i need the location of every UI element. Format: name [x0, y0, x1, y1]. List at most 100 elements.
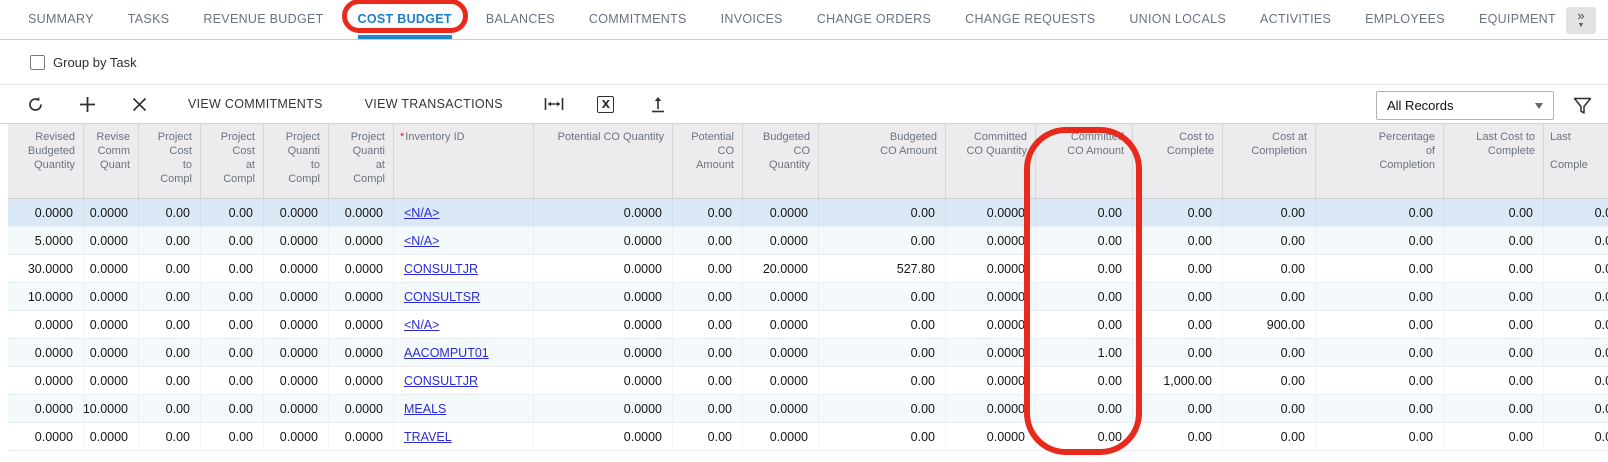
- column-header-committed-co-amount[interactable]: Committed CO Amount: [1036, 124, 1133, 198]
- cell-revised-budgeted-quantity[interactable]: 0.0000: [8, 367, 84, 394]
- cell-cost-to-complete[interactable]: 0.00: [1133, 227, 1223, 254]
- cell-last-completion[interactable]: 0.00: [1544, 423, 1608, 450]
- cell-project-quantity-at-completion[interactable]: 0.0000: [329, 283, 394, 310]
- cell-potential-co-quantity[interactable]: 0.0000: [534, 311, 673, 338]
- cell-percentage-of-completion[interactable]: 0.00: [1316, 283, 1444, 310]
- cell-project-quantity-to-complete[interactable]: 0.0000: [264, 283, 329, 310]
- cell-inventory-id[interactable]: CONSULTJR: [394, 367, 534, 394]
- column-header-potential-co-amount[interactable]: Potential CO Amount: [673, 124, 743, 198]
- cell-percentage-of-completion[interactable]: 0.00: [1316, 227, 1444, 254]
- cell-committed-co-amount[interactable]: 0.00: [1036, 199, 1133, 226]
- cell-last-completion[interactable]: 0.00: [1544, 255, 1608, 282]
- cell-budgeted-co-amount[interactable]: 527.80: [819, 255, 946, 282]
- cell-potential-co-amount[interactable]: 0.00: [673, 339, 743, 366]
- cell-potential-co-amount[interactable]: 0.00: [673, 311, 743, 338]
- cell-project-quantity-to-complete[interactable]: 0.0000: [264, 199, 329, 226]
- cell-project-cost-to-complete[interactable]: 0.00: [139, 423, 201, 450]
- cell-potential-co-amount[interactable]: 0.00: [673, 367, 743, 394]
- column-header-revised-committed-quantity[interactable]: Revise Comm Quant: [84, 124, 139, 198]
- cell-project-quantity-to-complete[interactable]: 0.0000: [264, 339, 329, 366]
- cell-cost-to-complete[interactable]: 1,000.00: [1133, 367, 1223, 394]
- column-header-project-cost-at-completion[interactable]: Project Cost at Compl: [201, 124, 264, 198]
- cell-project-cost-to-complete[interactable]: 0.00: [139, 311, 201, 338]
- fit-to-width-button[interactable]: [537, 90, 571, 118]
- cell-cost-at-completion[interactable]: 0.00: [1223, 367, 1316, 394]
- cell-budgeted-co-quantity[interactable]: 0.0000: [743, 283, 819, 310]
- cell-percentage-of-completion[interactable]: 0.00: [1316, 423, 1444, 450]
- grid-row-6[interactable]: 0.00000.00000.000.000.00000.0000AACOMPUT…: [8, 339, 1608, 367]
- export-button[interactable]: [641, 90, 675, 118]
- column-header-percentage-of-completion[interactable]: Percentage of Completion: [1316, 124, 1444, 198]
- tab-commitments[interactable]: COMMITMENTS: [589, 0, 687, 39]
- tab-revenue-budget[interactable]: REVENUE BUDGET: [203, 0, 323, 39]
- cell-last-completion[interactable]: 0.00: [1544, 367, 1608, 394]
- column-header-budgeted-co-quantity[interactable]: Budgeted CO Quantity: [743, 124, 819, 198]
- cell-revised-budgeted-quantity[interactable]: 0.0000: [8, 339, 84, 366]
- cell-cost-at-completion[interactable]: 0.00: [1223, 395, 1316, 422]
- cell-potential-co-quantity[interactable]: 0.0000: [534, 227, 673, 254]
- cell-project-quantity-at-completion[interactable]: 0.0000: [329, 199, 394, 226]
- cell-last-cost-to-complete[interactable]: 0.00: [1444, 311, 1544, 338]
- tab-tasks[interactable]: TASKS: [128, 0, 170, 39]
- cell-project-cost-at-completion[interactable]: 0.00: [201, 227, 264, 254]
- filter-settings-button[interactable]: [1570, 95, 1594, 117]
- cell-revised-committed-quantity[interactable]: 0.0000: [84, 311, 139, 338]
- cell-last-completion[interactable]: 0.00: [1544, 283, 1608, 310]
- cell-percentage-of-completion[interactable]: 0.00: [1316, 395, 1444, 422]
- inventory-id-link[interactable]: <N/A>: [404, 206, 439, 220]
- column-header-last-cost-to-complete[interactable]: Last Cost to Complete: [1444, 124, 1544, 198]
- cell-committed-co-amount[interactable]: 0.00: [1036, 367, 1133, 394]
- cell-cost-to-complete[interactable]: 0.00: [1133, 395, 1223, 422]
- delete-row-button[interactable]: [122, 90, 156, 118]
- cell-committed-co-amount[interactable]: 0.00: [1036, 283, 1133, 310]
- tab-balances[interactable]: BALANCES: [486, 0, 555, 39]
- cell-potential-co-amount[interactable]: 0.00: [673, 423, 743, 450]
- cell-budgeted-co-amount[interactable]: 0.00: [819, 227, 946, 254]
- cell-potential-co-quantity[interactable]: 0.0000: [534, 199, 673, 226]
- cell-committed-co-amount[interactable]: 0.00: [1036, 423, 1133, 450]
- tab-invoices[interactable]: INVOICES: [721, 0, 783, 39]
- cell-project-cost-at-completion[interactable]: 0.00: [201, 311, 264, 338]
- cell-potential-co-quantity[interactable]: 0.0000: [534, 283, 673, 310]
- inventory-id-link[interactable]: AACOMPUT01: [404, 346, 489, 360]
- cell-committed-co-quantity[interactable]: 0.0000: [946, 311, 1036, 338]
- cell-budgeted-co-quantity[interactable]: 0.0000: [743, 423, 819, 450]
- cell-cost-at-completion[interactable]: 0.00: [1223, 283, 1316, 310]
- cell-revised-budgeted-quantity[interactable]: 0.0000: [8, 423, 84, 450]
- inventory-id-link[interactable]: <N/A>: [404, 318, 439, 332]
- cell-budgeted-co-amount[interactable]: 0.00: [819, 395, 946, 422]
- cell-project-cost-to-complete[interactable]: 0.00: [139, 227, 201, 254]
- cell-budgeted-co-quantity[interactable]: 0.0000: [743, 395, 819, 422]
- cell-budgeted-co-amount[interactable]: 0.00: [819, 199, 946, 226]
- cell-last-completion[interactable]: 0.00: [1544, 199, 1608, 226]
- cell-project-cost-to-complete[interactable]: 0.00: [139, 199, 201, 226]
- cell-potential-co-quantity[interactable]: 0.0000: [534, 423, 673, 450]
- cell-committed-co-quantity[interactable]: 0.0000: [946, 255, 1036, 282]
- column-header-project-quantity-at-completion[interactable]: Project Quanti at Compl: [329, 124, 394, 198]
- grid-row-1[interactable]: 0.00000.00000.000.000.00000.0000<N/A>0.0…: [8, 199, 1608, 227]
- cell-potential-co-quantity[interactable]: 0.0000: [534, 255, 673, 282]
- cell-budgeted-co-quantity[interactable]: 0.0000: [743, 339, 819, 366]
- cell-committed-co-amount[interactable]: 1.00: [1036, 339, 1133, 366]
- column-header-project-quantity-to-complete[interactable]: Project Quanti to Compl: [264, 124, 329, 198]
- cell-inventory-id[interactable]: MEALS: [394, 395, 534, 422]
- tab-cost-budget[interactable]: COST BUDGET: [358, 0, 452, 39]
- tab-employees[interactable]: EMPLOYEES: [1365, 0, 1445, 39]
- column-header-inventory-id[interactable]: *Inventory ID: [394, 124, 534, 198]
- cell-budgeted-co-quantity[interactable]: 0.0000: [743, 227, 819, 254]
- cell-cost-at-completion[interactable]: 0.00: [1223, 339, 1316, 366]
- cell-last-completion[interactable]: 0.00: [1544, 311, 1608, 338]
- inventory-id-link[interactable]: TRAVEL: [404, 430, 452, 444]
- cell-committed-co-amount[interactable]: 0.00: [1036, 227, 1133, 254]
- add-row-button[interactable]: [70, 90, 104, 118]
- cell-potential-co-quantity[interactable]: 0.0000: [534, 339, 673, 366]
- cell-last-cost-to-complete[interactable]: 0.00: [1444, 339, 1544, 366]
- column-header-last-completion[interactable]: Last Comple: [1544, 124, 1608, 198]
- cell-revised-budgeted-quantity[interactable]: 5.0000: [8, 227, 84, 254]
- inventory-id-link[interactable]: CONSULTJR: [404, 374, 478, 388]
- cell-committed-co-quantity[interactable]: 0.0000: [946, 227, 1036, 254]
- column-header-project-cost-to-complete[interactable]: Project Cost to Compl: [139, 124, 201, 198]
- cell-budgeted-co-amount[interactable]: 0.00: [819, 283, 946, 310]
- cell-revised-budgeted-quantity[interactable]: 10.0000: [8, 283, 84, 310]
- records-filter-dropdown[interactable]: All Records: [1376, 91, 1554, 120]
